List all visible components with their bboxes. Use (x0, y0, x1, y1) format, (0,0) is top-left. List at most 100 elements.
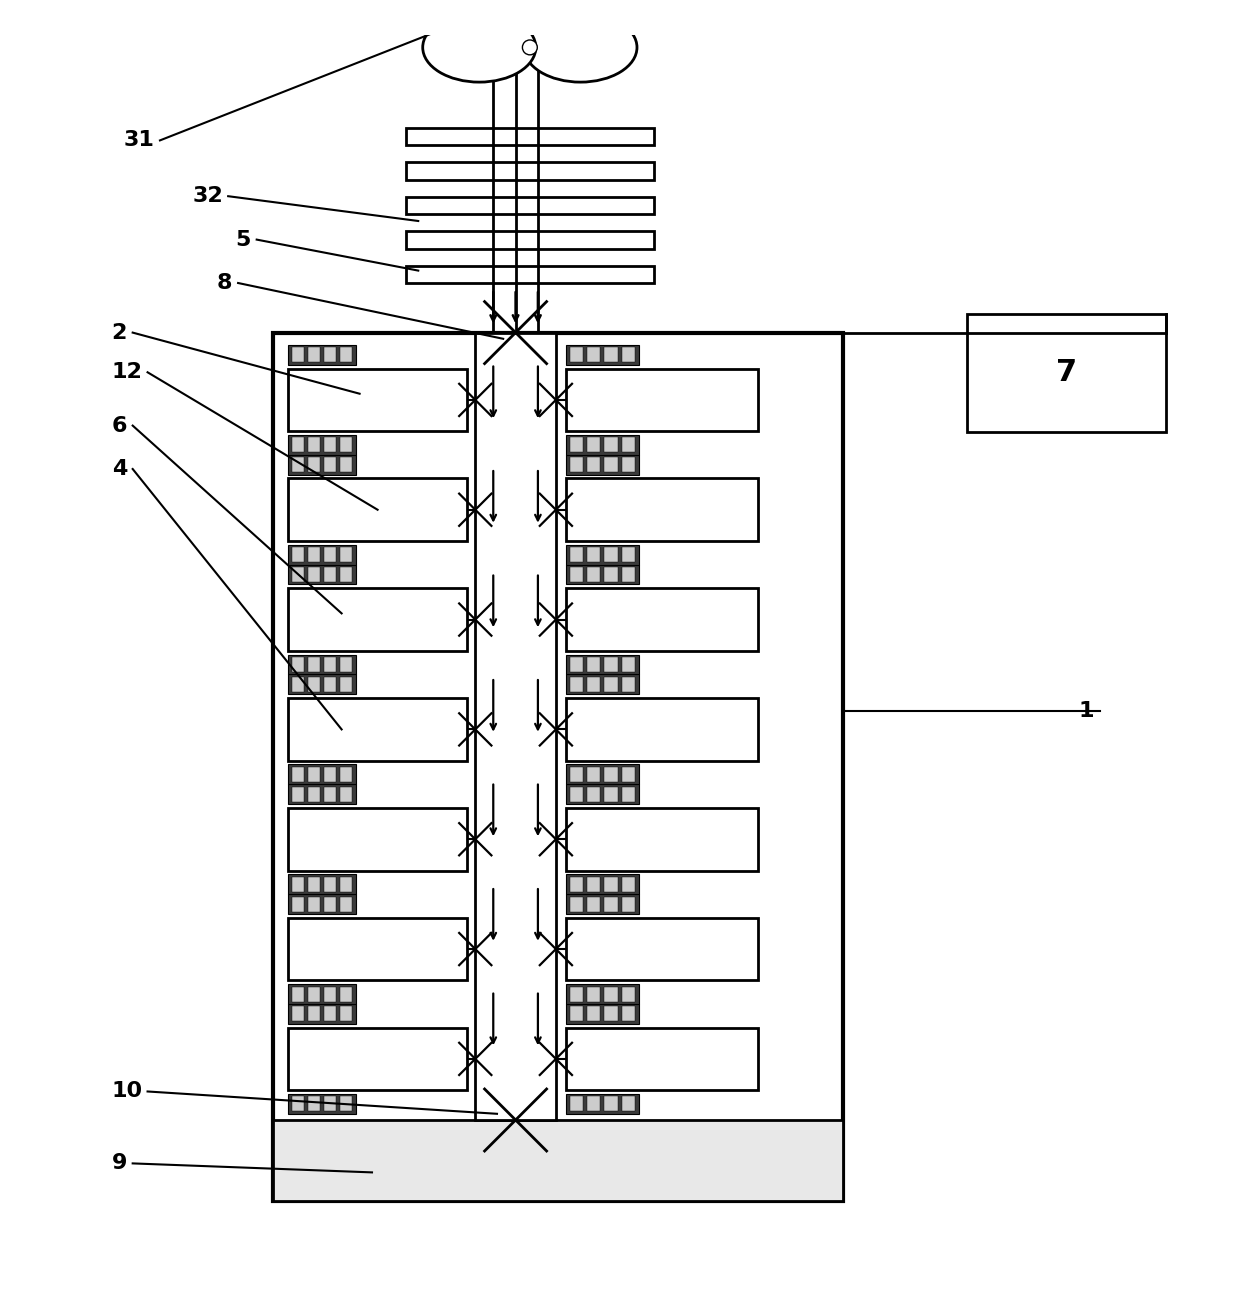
Text: 10: 10 (112, 1082, 143, 1102)
Bar (324, 896, 336, 912)
Bar (288, 435, 356, 455)
Bar (570, 658, 583, 672)
Bar (570, 457, 583, 473)
Bar (340, 438, 352, 452)
Bar (288, 1094, 356, 1114)
Bar (340, 658, 352, 672)
Ellipse shape (423, 13, 536, 83)
Bar (621, 567, 635, 582)
Bar (308, 876, 320, 892)
Bar (324, 548, 336, 562)
Bar (324, 677, 336, 692)
Bar (291, 896, 304, 912)
Bar (291, 438, 304, 452)
Bar (405, 128, 653, 145)
Bar (340, 567, 352, 582)
Bar (621, 876, 635, 892)
Bar (621, 1096, 635, 1111)
Bar (967, 314, 1166, 432)
Bar (288, 808, 467, 871)
Bar (291, 658, 304, 672)
Bar (621, 548, 635, 562)
Bar (587, 787, 600, 802)
Bar (308, 347, 320, 363)
Bar (621, 1006, 635, 1022)
Bar (621, 457, 635, 473)
Bar (340, 876, 352, 892)
Bar (340, 347, 352, 363)
Bar (604, 457, 618, 473)
Circle shape (522, 41, 537, 55)
Bar (565, 1027, 758, 1090)
Bar (604, 986, 618, 1002)
Bar (308, 896, 320, 912)
Bar (570, 1096, 583, 1111)
Bar (604, 677, 618, 692)
Bar (621, 347, 635, 363)
Bar (565, 368, 758, 431)
Text: 32: 32 (192, 186, 223, 206)
Bar (324, 457, 336, 473)
Bar (565, 545, 639, 565)
Bar (288, 698, 467, 761)
Bar (565, 655, 639, 675)
Bar (587, 457, 600, 473)
Bar (621, 896, 635, 912)
Bar (291, 677, 304, 692)
Bar (570, 787, 583, 802)
Bar (587, 896, 600, 912)
Bar (308, 658, 320, 672)
Bar (288, 785, 356, 804)
Bar (340, 896, 352, 912)
Text: 1: 1 (1079, 701, 1094, 720)
Bar (587, 567, 600, 582)
Bar (570, 766, 583, 782)
Text: 12: 12 (112, 363, 143, 383)
Bar (621, 766, 635, 782)
Bar (340, 548, 352, 562)
Bar (288, 895, 356, 914)
Bar (308, 766, 320, 782)
Bar (565, 455, 639, 474)
Bar (324, 986, 336, 1002)
Bar (340, 1096, 352, 1111)
Bar (587, 876, 600, 892)
Bar (570, 567, 583, 582)
Bar (405, 162, 653, 179)
Bar (570, 876, 583, 892)
Bar (288, 874, 356, 895)
Bar (288, 345, 356, 365)
Bar (291, 787, 304, 802)
Bar (604, 567, 618, 582)
Bar (587, 548, 600, 562)
Bar (405, 232, 653, 249)
Bar (308, 1096, 320, 1111)
Bar (621, 986, 635, 1002)
Bar (565, 345, 639, 365)
Bar (621, 438, 635, 452)
Bar (288, 984, 356, 1003)
Bar (570, 347, 583, 363)
Text: 6: 6 (112, 415, 126, 436)
Bar (565, 435, 639, 455)
Bar (291, 766, 304, 782)
Bar (587, 658, 600, 672)
Bar (565, 918, 758, 980)
Bar (570, 548, 583, 562)
Bar (324, 567, 336, 582)
Bar (565, 874, 639, 895)
Bar (570, 438, 583, 452)
Bar (291, 1006, 304, 1022)
Bar (587, 347, 600, 363)
Bar (604, 896, 618, 912)
Bar (324, 876, 336, 892)
Bar (565, 984, 639, 1003)
Text: 4: 4 (112, 458, 126, 479)
Bar (587, 1096, 600, 1111)
Ellipse shape (525, 13, 637, 83)
Bar (565, 808, 758, 871)
Bar (604, 1006, 618, 1022)
Bar (475, 333, 556, 1120)
Bar (308, 677, 320, 692)
Text: 5: 5 (236, 229, 250, 250)
